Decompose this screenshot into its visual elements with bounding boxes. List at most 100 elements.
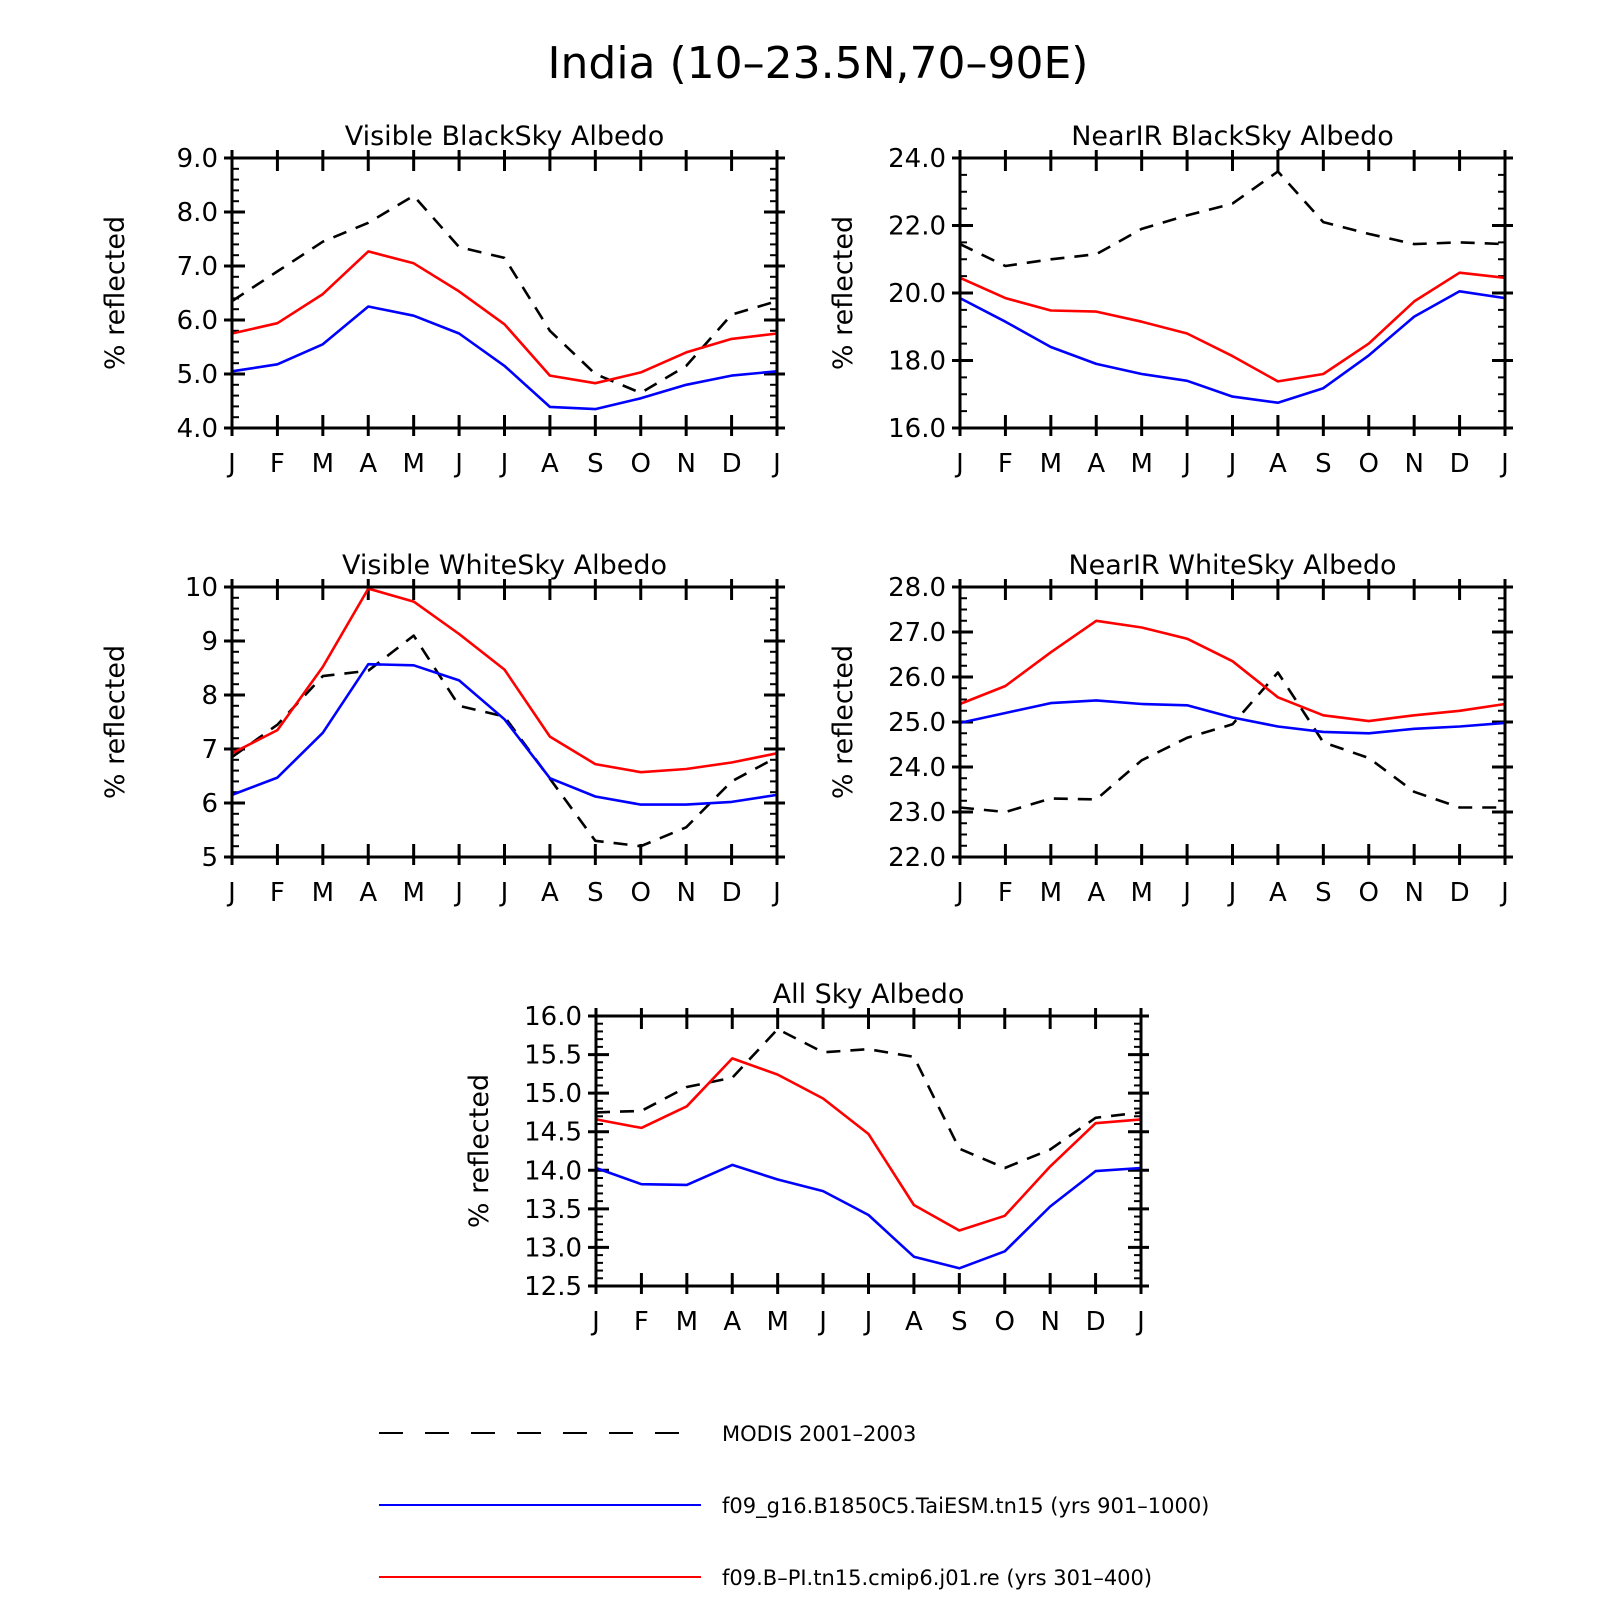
x-tick-label: M [1130, 878, 1152, 908]
y-tick-label: 15.5 [524, 1041, 582, 1071]
y-tick-label: 7.0 [177, 252, 218, 282]
y-axis-label: % reflected [828, 645, 859, 799]
y-tick-label: 7 [201, 735, 218, 765]
y-tick-label: 24.0 [888, 144, 946, 174]
x-tick-label: A [541, 449, 559, 479]
y-tick-label: 5.0 [177, 360, 218, 390]
y-tick-label: 13.5 [524, 1195, 582, 1225]
series-line-cmip6 [959, 619, 1506, 723]
x-tick-label: M [402, 449, 424, 479]
x-tick-label: S [1315, 878, 1332, 908]
y-tick-label: 9.0 [177, 144, 218, 174]
y-tick-label: 26.0 [888, 663, 946, 693]
series-line-modis [595, 1027, 1142, 1170]
x-tick-label: F [998, 878, 1013, 908]
x-tick-label: M [1040, 878, 1062, 908]
x-tick-label: D [1450, 449, 1470, 479]
y-tick-label: 6.0 [177, 306, 218, 336]
y-tick-label: 8 [201, 681, 218, 711]
x-tick-label: D [722, 449, 742, 479]
x-tick-label: J [499, 878, 509, 908]
x-tick-label: N [676, 449, 695, 479]
x-tick-label: J [954, 878, 964, 908]
y-axis-label: % reflected [100, 645, 131, 799]
panel-4: NearIR WhiteSky Albedo % reflected 22.0 23.… [828, 550, 1513, 908]
series-line-modis [959, 170, 1506, 268]
x-tick-label: J [1227, 878, 1237, 908]
plot-frame [230, 156, 779, 430]
x-tick-label: J [1181, 878, 1191, 908]
y-tick-label: 9 [201, 627, 218, 657]
series-line-cmip6 [959, 271, 1506, 383]
y-tick-label: 4.0 [177, 414, 218, 444]
x-tick-label: A [1269, 449, 1287, 479]
x-tick-label: S [951, 1307, 968, 1337]
x-tick-label: M [676, 1307, 698, 1337]
x-tick-label: M [402, 878, 424, 908]
x-tick-label: O [1359, 878, 1379, 908]
panels: Visible BlackSky Albedo % reflected 4.0 5.0… [100, 121, 1513, 1337]
series-line-cmip6 [231, 250, 778, 385]
series-line-modis [231, 634, 778, 848]
x-tick-label: J [1499, 449, 1509, 479]
plot-frame [958, 585, 1507, 859]
panel-1: Visible BlackSky Albedo % reflected 4.0 5.0… [100, 121, 785, 479]
y-tick-label: 23.0 [888, 798, 946, 828]
plot-frame [594, 1014, 1143, 1288]
x-tick-label: A [1269, 878, 1287, 908]
figure-title: India (10–23.5N,70–90E) [548, 38, 1089, 89]
series-line-taiesm [595, 1163, 1142, 1270]
series-line-taiesm [959, 289, 1506, 405]
x-tick-label: O [995, 1307, 1015, 1337]
y-tick-label: 22.0 [888, 843, 946, 873]
y-axis-label: % reflected [828, 216, 859, 370]
legend-item-modis: MODIS 2001–2003 [379, 1422, 916, 1446]
x-tick-label: N [1040, 1307, 1059, 1337]
x-tick-label: F [270, 449, 285, 479]
x-tick-label: J [1135, 1307, 1145, 1337]
x-tick-label: A [541, 878, 559, 908]
y-tick-label: 18.0 [888, 347, 946, 377]
x-tick-label: S [587, 449, 604, 479]
y-tick-label: 16.0 [888, 414, 946, 444]
x-tick-label: N [1404, 878, 1423, 908]
y-tick-label: 15.0 [524, 1079, 582, 1109]
x-tick-label: N [1404, 449, 1423, 479]
x-tick-label: O [1359, 449, 1379, 479]
x-tick-label: D [1450, 878, 1470, 908]
y-tick-label: 10 [185, 573, 218, 603]
x-tick-label: A [905, 1307, 923, 1337]
x-tick-label: J [226, 878, 236, 908]
x-tick-label: M [1130, 449, 1152, 479]
x-tick-label: A [1087, 449, 1105, 479]
x-tick-label: J [1227, 449, 1237, 479]
legend-label: f09_g16.B1850C5.TaiESM.tn15 (yrs 901–100… [722, 1494, 1209, 1519]
series-line-cmip6 [231, 587, 778, 774]
x-tick-label: S [1315, 449, 1332, 479]
y-tick-label: 22.0 [888, 212, 946, 242]
plot-frame [958, 156, 1507, 430]
y-tick-label: 14.0 [524, 1156, 582, 1186]
x-tick-label: J [863, 1307, 873, 1337]
x-tick-label: J [1499, 878, 1509, 908]
series-line-modis [959, 671, 1505, 814]
x-tick-label: F [634, 1307, 649, 1337]
y-axis-label: % reflected [464, 1074, 495, 1228]
x-tick-label: D [722, 878, 742, 908]
x-tick-label: J [453, 878, 463, 908]
y-tick-label: 16.0 [524, 1002, 582, 1032]
x-tick-label: M [1040, 449, 1062, 479]
x-tick-label: J [453, 449, 463, 479]
y-tick-label: 13.0 [524, 1233, 582, 1263]
x-tick-label: J [771, 449, 781, 479]
x-tick-label: A [359, 449, 377, 479]
y-tick-label: 20.0 [888, 279, 946, 309]
panel-3: Visible WhiteSky Albedo % reflected 5 6 7 8 9 1… [100, 550, 785, 908]
x-tick-label: A [723, 1307, 741, 1337]
y-tick-label: 24.0 [888, 753, 946, 783]
panel-title: NearIR BlackSky Albedo [1071, 121, 1394, 152]
legend-label: f09.B–PI.tn15.cmip6.j01.re (yrs 301–400) [722, 1566, 1152, 1590]
x-tick-label: A [359, 878, 377, 908]
x-tick-label: O [631, 878, 651, 908]
